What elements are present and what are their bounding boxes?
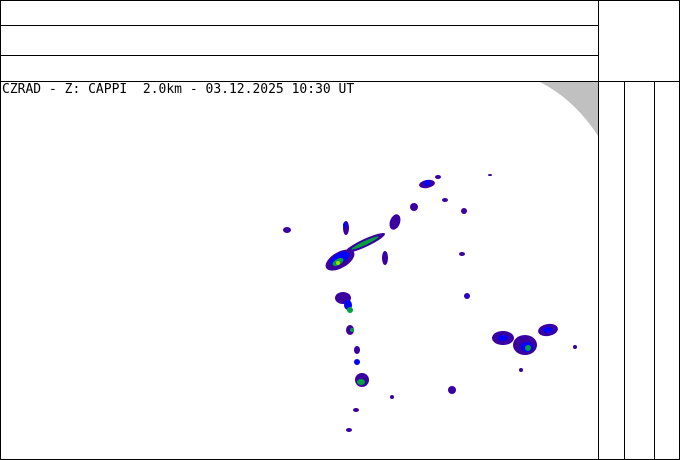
echo-cell: [351, 236, 379, 250]
right-panel-divider: [598, 0, 599, 460]
legend-column-divider-2: [654, 81, 655, 460]
echo-cell: [343, 222, 347, 228]
border-left: [0, 0, 1, 460]
echo-cell: [442, 198, 448, 202]
echo-cell: [498, 335, 508, 341]
echo-cell: [346, 428, 352, 432]
echo-cell: [519, 368, 523, 372]
echo-cell: [435, 175, 441, 179]
echo-cell: [283, 227, 291, 233]
echo-cell: [354, 359, 360, 365]
header-divider-1: [0, 25, 598, 26]
echo-cell: [389, 214, 401, 230]
out-of-range-area: [540, 82, 598, 136]
legend-column-divider-1: [624, 81, 625, 460]
echo-cell: [382, 251, 388, 265]
header-divider-2: [0, 55, 598, 56]
echo-cell: [465, 295, 469, 297]
header-divider-3: [0, 81, 680, 82]
border-top: [0, 0, 680, 1]
echo-cell: [357, 379, 365, 385]
echo-cell: [488, 174, 492, 176]
echo-cell: [525, 345, 531, 351]
echo-cell: [424, 180, 430, 186]
echo-cell: [390, 395, 394, 399]
map-title: CZRAD - Z: CAPPI 2.0km - 03.12.2025 10:3…: [2, 82, 355, 97]
echo-cell: [543, 327, 553, 333]
echo-cell: [336, 261, 340, 265]
echo-cell: [448, 386, 456, 394]
echo-cell: [459, 252, 465, 256]
echo-cell: [353, 408, 359, 412]
echo-cell: [354, 346, 360, 354]
echo-cell: [573, 345, 577, 349]
echo-cell: [410, 203, 418, 211]
echo-cell: [461, 208, 467, 214]
echo-cell: [350, 328, 354, 332]
echo-cell: [347, 307, 353, 313]
radar-echoes: [283, 174, 577, 432]
